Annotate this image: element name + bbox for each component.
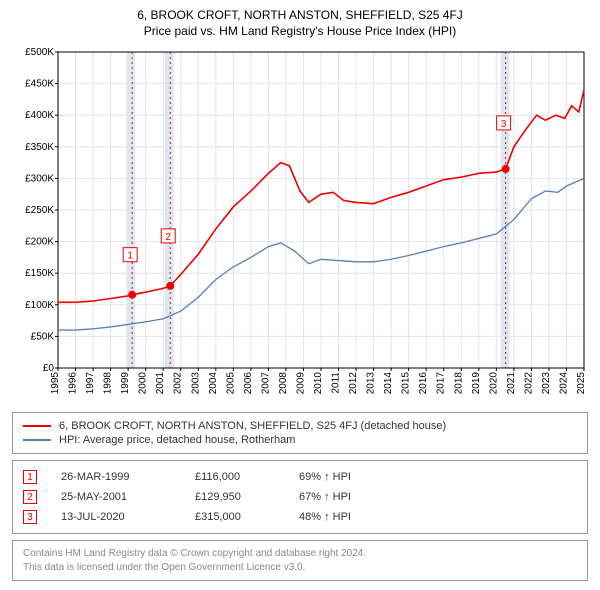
svg-text:£300K: £300K: [25, 173, 54, 184]
sale-marker: 1: [23, 470, 37, 484]
attribution-line2: This data is licensed under the Open Gov…: [23, 561, 577, 575]
svg-text:2003: 2003: [190, 372, 201, 395]
sale-price: £315,000: [195, 511, 275, 523]
legend-row-subject: 6, BROOK CROFT, NORTH ANSTON, SHEFFIELD,…: [23, 419, 577, 433]
svg-text:2009: 2009: [295, 372, 306, 395]
legend: 6, BROOK CROFT, NORTH ANSTON, SHEFFIELD,…: [12, 412, 588, 454]
svg-text:£400K: £400K: [25, 110, 54, 121]
svg-text:1996: 1996: [68, 372, 79, 395]
svg-text:£450K: £450K: [25, 79, 54, 90]
svg-text:£350K: £350K: [25, 142, 54, 153]
sale-pct: 69% ↑ HPI: [299, 471, 351, 483]
legend-swatch-subject: [23, 425, 51, 427]
svg-text:1: 1: [127, 251, 133, 262]
sale-marker: 3: [23, 510, 37, 524]
svg-text:2018: 2018: [453, 372, 464, 395]
svg-text:1997: 1997: [85, 372, 96, 395]
sale-row: 2 25-MAY-2001 £129,950 67% ↑ HPI: [23, 487, 577, 507]
legend-label-hpi: HPI: Average price, detached house, Roth…: [59, 434, 295, 446]
svg-text:£500K: £500K: [25, 47, 54, 58]
svg-text:1999: 1999: [120, 372, 131, 395]
sale-row: 3 13-JUL-2020 £315,000 48% ↑ HPI: [23, 507, 577, 527]
svg-text:2012: 2012: [348, 372, 359, 395]
svg-text:2017: 2017: [436, 372, 447, 395]
svg-text:£150K: £150K: [25, 268, 54, 279]
svg-text:2006: 2006: [243, 372, 254, 395]
svg-text:2019: 2019: [471, 372, 482, 395]
svg-text:2024: 2024: [558, 372, 569, 395]
svg-text:2013: 2013: [366, 372, 377, 395]
chart-subtitle: Price paid vs. HM Land Registry's House …: [12, 24, 588, 38]
svg-text:£200K: £200K: [25, 237, 54, 248]
svg-text:2016: 2016: [418, 372, 429, 395]
sale-date: 26-MAR-1999: [61, 471, 171, 483]
sales-table: 1 26-MAR-1999 £116,000 69% ↑ HPI 2 25-MAY-200…: [12, 460, 588, 534]
sale-pct: 67% ↑ HPI: [299, 491, 351, 503]
svg-text:2010: 2010: [313, 372, 324, 395]
svg-text:3: 3: [501, 119, 507, 130]
price-chart: £0£50K£100K£150K£200K£250K£300K£350K£400…: [12, 46, 588, 406]
sale-date: 25-MAY-2001: [61, 491, 171, 503]
legend-swatch-hpi: [23, 439, 51, 441]
chart-title: 6, BROOK CROFT, NORTH ANSTON, SHEFFIELD,…: [12, 8, 588, 22]
svg-text:2025: 2025: [576, 372, 587, 395]
svg-text:£250K: £250K: [25, 205, 54, 216]
legend-label-subject: 6, BROOK CROFT, NORTH ANSTON, SHEFFIELD,…: [59, 420, 446, 432]
svg-text:2023: 2023: [541, 372, 552, 395]
attribution: Contains HM Land Registry data © Crown c…: [12, 540, 588, 581]
svg-text:2020: 2020: [488, 372, 499, 395]
svg-text:2005: 2005: [225, 372, 236, 395]
svg-text:£50K: £50K: [31, 331, 55, 342]
svg-text:2007: 2007: [260, 372, 271, 395]
svg-text:2021: 2021: [506, 372, 517, 395]
sale-marker: 2: [23, 490, 37, 504]
svg-text:1995: 1995: [50, 372, 61, 395]
sale-date: 13-JUL-2020: [61, 511, 171, 523]
svg-text:1998: 1998: [103, 372, 114, 395]
sale-price: £129,950: [195, 491, 275, 503]
attribution-line1: Contains HM Land Registry data © Crown c…: [23, 547, 577, 561]
legend-row-hpi: HPI: Average price, detached house, Roth…: [23, 433, 577, 447]
sale-price: £116,000: [195, 471, 275, 483]
svg-text:2011: 2011: [331, 372, 342, 394]
sale-pct: 48% ↑ HPI: [299, 511, 351, 523]
svg-text:2008: 2008: [278, 372, 289, 395]
svg-text:£100K: £100K: [25, 300, 54, 311]
svg-text:2004: 2004: [208, 372, 219, 395]
svg-text:2001: 2001: [155, 372, 166, 395]
svg-text:2002: 2002: [173, 372, 184, 395]
sale-row: 1 26-MAR-1999 £116,000 69% ↑ HPI: [23, 467, 577, 487]
svg-text:2014: 2014: [383, 372, 394, 395]
svg-text:2000: 2000: [138, 372, 149, 395]
svg-text:2015: 2015: [401, 372, 412, 395]
svg-text:2: 2: [165, 232, 171, 243]
svg-text:2022: 2022: [523, 372, 534, 395]
